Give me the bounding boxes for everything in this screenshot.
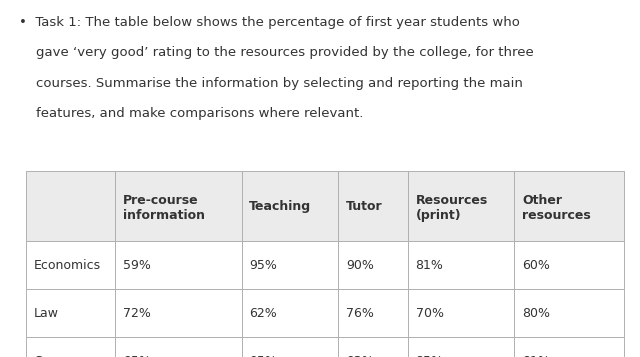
Bar (515, 241, 624, 289)
Bar (115, 171, 242, 241)
Text: Resources: Resources (415, 193, 488, 207)
Text: 90%: 90% (346, 258, 374, 272)
Text: Other: Other (522, 193, 562, 207)
Text: 93%: 93% (346, 355, 374, 357)
Text: gave ‘very good’ rating to the resources provided by the college, for three: gave ‘very good’ rating to the resources… (19, 46, 534, 59)
Text: Teaching: Teaching (250, 200, 312, 213)
Bar (26, 241, 115, 289)
Text: 72%: 72% (123, 307, 151, 320)
Text: Tutor: Tutor (346, 200, 383, 213)
Text: 70%: 70% (415, 307, 444, 320)
Text: Commerce: Commerce (33, 355, 101, 357)
Text: 59%: 59% (123, 258, 151, 272)
Text: courses. Summarise the information by selecting and reporting the main: courses. Summarise the information by se… (19, 77, 523, 90)
Bar (115, 241, 242, 289)
Text: 81%: 81% (415, 258, 444, 272)
Text: information: information (123, 208, 205, 222)
Text: features, and make comparisons where relevant.: features, and make comparisons where rel… (19, 107, 364, 120)
Bar (408, 337, 515, 357)
Bar (515, 171, 624, 241)
Bar (338, 241, 408, 289)
Text: 85%: 85% (415, 355, 444, 357)
Bar (26, 171, 115, 241)
Bar (408, 289, 515, 337)
Bar (26, 289, 115, 337)
Bar (115, 337, 242, 357)
Text: 95%: 95% (250, 355, 277, 357)
Text: •  Task 1: The table below shows the percentage of first year students who: • Task 1: The table below shows the perc… (19, 16, 520, 29)
Bar (515, 337, 624, 357)
Bar (115, 289, 242, 337)
Bar (338, 337, 408, 357)
Bar (408, 241, 515, 289)
Bar (26, 337, 115, 357)
Text: Pre-course: Pre-course (123, 193, 198, 207)
Text: resources: resources (522, 208, 591, 222)
Bar (242, 171, 338, 241)
Bar (242, 289, 338, 337)
Text: Economics: Economics (33, 258, 100, 272)
Bar (515, 289, 624, 337)
Text: Law: Law (33, 307, 58, 320)
Text: (print): (print) (415, 208, 461, 222)
Text: 76%: 76% (346, 307, 374, 320)
Bar (242, 241, 338, 289)
Bar (338, 171, 408, 241)
Text: 95%: 95% (123, 355, 151, 357)
Bar (242, 337, 338, 357)
Text: 62%: 62% (250, 307, 277, 320)
Bar (408, 171, 515, 241)
Text: 60%: 60% (522, 258, 550, 272)
Text: 80%: 80% (522, 307, 550, 320)
Text: 81%: 81% (522, 355, 550, 357)
Text: 95%: 95% (250, 258, 277, 272)
Bar (338, 289, 408, 337)
